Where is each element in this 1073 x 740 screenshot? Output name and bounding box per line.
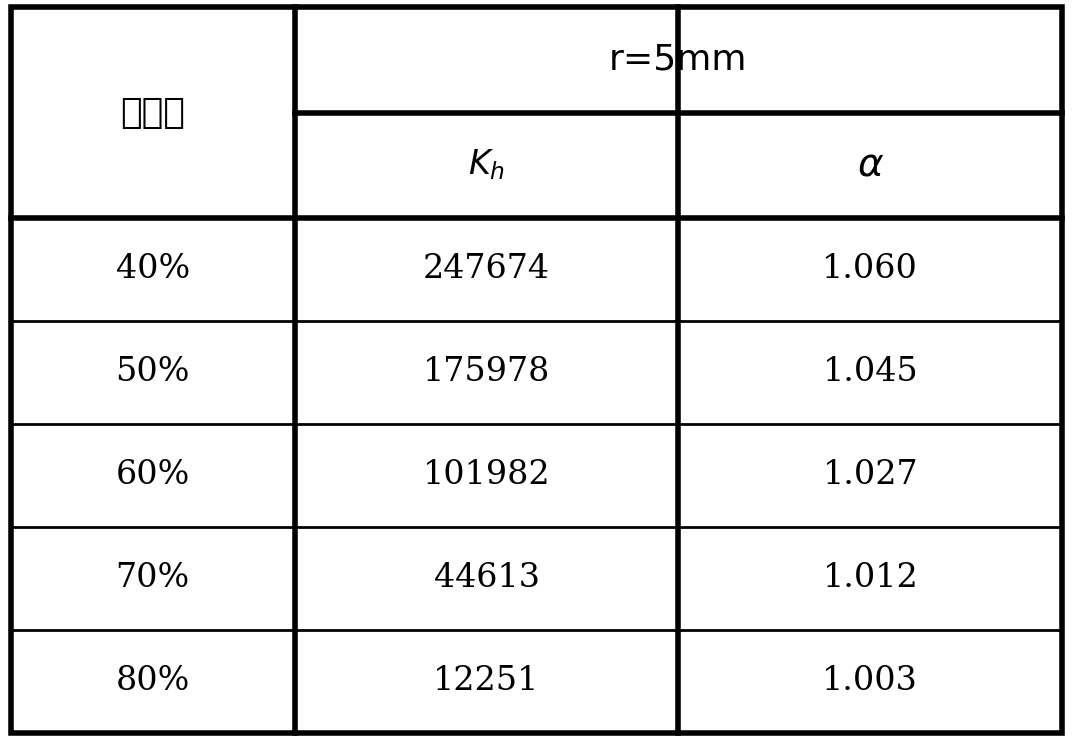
Text: 70%: 70% [116,562,190,594]
Text: 60%: 60% [116,459,190,491]
Text: r=5mm: r=5mm [609,43,748,77]
Text: $\alpha$: $\alpha$ [857,147,884,184]
Text: 12251: 12251 [433,665,540,697]
Text: 1.027: 1.027 [823,459,918,491]
Text: 1.003: 1.003 [822,665,918,697]
Text: $K_{h}$: $K_{h}$ [468,148,505,183]
Text: 40%: 40% [116,253,190,285]
Text: 80%: 80% [116,665,190,697]
Text: 1.045: 1.045 [823,356,918,388]
Text: 101982: 101982 [423,459,550,491]
Text: 1.060: 1.060 [822,253,918,285]
Text: 175978: 175978 [423,356,550,388]
Text: 247674: 247674 [423,253,550,285]
Text: 50%: 50% [116,356,190,388]
Text: 1.012: 1.012 [823,562,918,594]
Text: 44613: 44613 [433,562,540,594]
Text: 空心度: 空心度 [120,95,186,130]
